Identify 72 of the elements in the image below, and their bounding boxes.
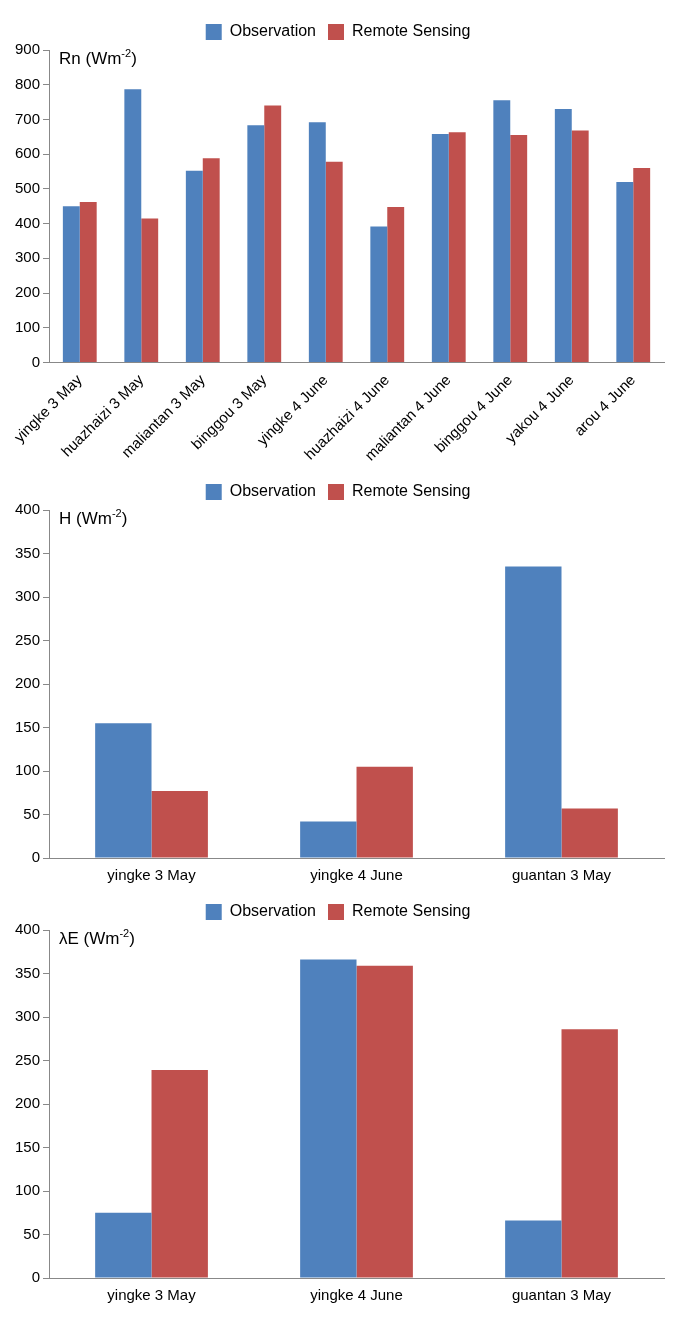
bar [633,168,651,362]
bar [493,100,511,362]
y-tick-label: 250 [15,1050,41,1068]
bar [370,226,388,362]
bar [505,1220,562,1278]
y-tick-label: 150 [15,1137,41,1155]
y-tick-label: 100 [15,317,41,335]
x-tick-label: guantan 3 May [511,1286,612,1304]
bar [300,959,357,1278]
bar [554,109,572,362]
bar [79,202,97,362]
y-tick-label: 900 [15,40,41,58]
x-tick-label: yingke 3 May [107,866,197,884]
bar [185,170,203,362]
y-tick-label: 0 [31,848,41,866]
y-tick-label: 300 [15,587,41,605]
bar [356,965,413,1278]
legend-label: Remote Sensing [351,22,471,40]
y-tick-label: 50 [23,804,41,822]
y-tick-label: 500 [15,179,41,197]
y-tick-label: 350 [15,543,41,561]
x-tick-label: guantan 3 May [511,866,612,884]
y-tick-label: 700 [15,109,41,127]
bar [561,808,618,858]
bar [505,566,562,858]
legend-label: Observation [229,482,316,500]
y-tick-label: 400 [15,213,41,231]
y-tick-label: 100 [15,1181,41,1199]
bar [387,206,405,362]
legend-label: Remote Sensing [351,902,471,920]
bar [202,158,220,362]
bar [151,791,208,858]
legend-label: Observation [229,902,316,920]
y-tick-label: 350 [15,963,41,981]
y-tick-label: 400 [15,500,41,518]
y-tick-label: 0 [31,352,41,370]
y-tick-label: 200 [15,1094,41,1112]
legend-label: Remote Sensing [351,482,471,500]
bar [300,821,357,858]
y-tick-label: 150 [15,717,41,735]
bar [141,218,159,362]
x-tick-label: yingke 4 June [310,1286,403,1304]
legend-label: Observation [229,22,316,40]
bar [95,1212,152,1278]
y-tick-label: 600 [15,144,41,162]
bar [448,132,466,362]
bar [151,1070,208,1278]
bar [95,723,152,858]
x-tick-label: yingke 4 June [310,866,403,884]
bar [431,134,449,362]
y-tick-label: 800 [15,74,41,92]
bar [510,135,528,362]
y-tick-label: 100 [15,761,41,779]
bar [62,206,80,362]
bar [124,89,142,362]
bar [616,181,634,362]
bar [247,125,265,362]
y-tick-label: 200 [15,283,41,301]
y-tick-label: 200 [15,674,41,692]
y-tick-label: 50 [23,1224,41,1242]
bar [356,766,413,858]
bar [264,105,282,362]
bar [308,122,326,362]
y-tick-label: 0 [31,1268,41,1286]
bar [571,130,589,362]
x-tick-label: yingke 3 May [107,1286,197,1304]
y-tick-label: 400 [15,920,41,938]
y-tick-label: 250 [15,630,41,648]
bar [325,161,343,362]
y-tick-label: 300 [15,1007,41,1025]
y-tick-label: 300 [15,248,41,266]
bar [561,1029,618,1278]
